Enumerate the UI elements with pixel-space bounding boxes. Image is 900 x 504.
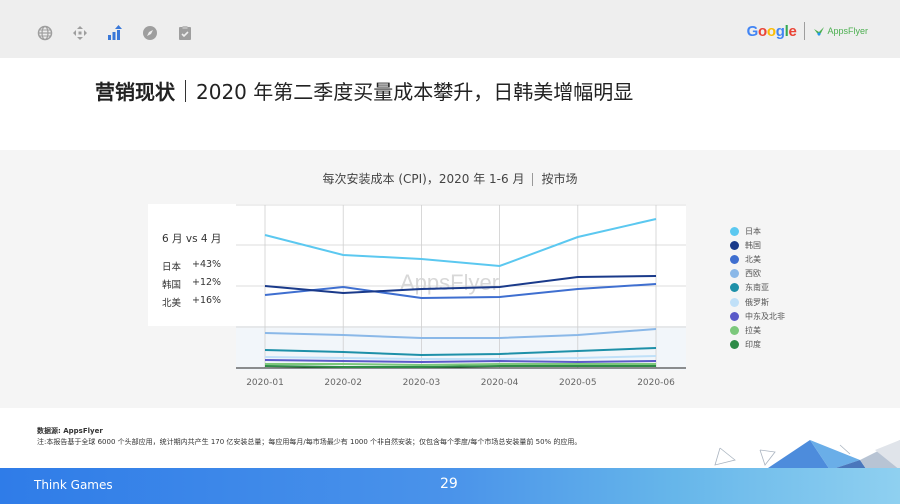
x-tick-label: 2020-02 bbox=[324, 378, 362, 388]
legend-item: 韩国 bbox=[730, 238, 785, 252]
legend-swatch bbox=[730, 226, 739, 236]
legend-swatch bbox=[730, 311, 739, 321]
footer-bar: Think Games 29 bbox=[0, 468, 900, 504]
bar-chart-up-icon[interactable] bbox=[106, 24, 124, 42]
legend-label: 俄罗斯 bbox=[745, 297, 769, 307]
legend-swatch bbox=[730, 325, 739, 335]
series-line bbox=[264, 328, 657, 339]
x-tick-label: 2020-03 bbox=[402, 378, 441, 388]
chart-title-main: 每次安装成本 (CPI)，2020 年 1-6 月 bbox=[322, 172, 525, 186]
legend-label: 北美 bbox=[745, 254, 761, 264]
legend-label: 印度 bbox=[745, 340, 761, 350]
series-line bbox=[264, 359, 657, 364]
callout-header: 6 月 vs 4 月 bbox=[162, 233, 222, 245]
methodology-note: 注:本报告基于全球 6000 个头部应用，统计期内共产生 170 亿安装总量；每… bbox=[37, 438, 582, 446]
legend-swatch bbox=[730, 269, 739, 279]
series-line bbox=[264, 283, 657, 300]
legend-label: 韩国 bbox=[745, 240, 761, 250]
legend-label: 拉美 bbox=[745, 325, 761, 335]
callout-change: +12% bbox=[192, 277, 222, 288]
legend-item: 中东及北非 bbox=[730, 309, 785, 323]
x-tick-label: 2020-04 bbox=[480, 378, 519, 388]
x-tick-label: 2020-01 bbox=[246, 378, 284, 388]
watermark: AppsFlyer bbox=[400, 270, 499, 295]
legend-item: 日本 bbox=[730, 224, 785, 238]
callout-row: 北美 +16% bbox=[162, 295, 221, 309]
legend-label: 日本 bbox=[745, 226, 761, 236]
chart-title: 每次安装成本 (CPI)，2020 年 1-6 月 按市场 bbox=[0, 170, 900, 187]
legend-item: 东南亚 bbox=[730, 281, 785, 295]
legend-item: 印度 bbox=[730, 338, 785, 352]
appsflyer-wordmark: AppsFlyer bbox=[827, 26, 868, 36]
data-source: 数据源: AppsFlyer bbox=[37, 427, 103, 435]
logo-divider bbox=[804, 22, 806, 40]
legend-swatch bbox=[730, 254, 739, 264]
clipboard-check-icon[interactable] bbox=[176, 24, 194, 42]
series-line bbox=[264, 347, 657, 357]
title-divider bbox=[185, 79, 186, 102]
callout-row: 韩国 +12% bbox=[162, 277, 221, 291]
legend-swatch bbox=[730, 297, 739, 307]
appsflyer-logo: AppsFlyer bbox=[813, 26, 868, 36]
legend-label: 中东及北非 bbox=[745, 311, 785, 321]
series-line bbox=[264, 355, 657, 360]
footnotes: 数据源: AppsFlyer 注:本报告基于全球 6000 个头部应用，统计期内… bbox=[37, 426, 581, 448]
move-arrows-icon[interactable] bbox=[71, 24, 89, 42]
page-number: 29 bbox=[440, 476, 458, 492]
page-title: 营销现状 2020 年第二季度买量成本攀升，日韩美增幅明显 bbox=[95, 76, 633, 105]
series-line bbox=[264, 365, 656, 368]
callout-market: 日本 bbox=[162, 262, 182, 273]
callout-change: +43% bbox=[192, 259, 222, 270]
legend-label: 东南亚 bbox=[745, 283, 769, 293]
top-bar: Google AppsFlyer bbox=[0, 0, 900, 58]
legend-swatch bbox=[730, 283, 739, 293]
partner-logos: Google AppsFlyer bbox=[747, 22, 868, 40]
callout-box: 6 月 vs 4 月 日本 +43% 韩国 +12% 北美 +16% bbox=[148, 204, 233, 326]
callout-market: 韩国 bbox=[162, 280, 182, 291]
legend-swatch bbox=[730, 240, 739, 250]
legend-item: 俄罗斯 bbox=[730, 295, 785, 309]
title-section: 营销现状 bbox=[95, 80, 175, 104]
plot-area-upper bbox=[148, 204, 686, 326]
series-line bbox=[264, 218, 657, 268]
series-line bbox=[265, 363, 656, 367]
compass-icon[interactable] bbox=[141, 24, 159, 42]
legend-label: 西欧 bbox=[745, 269, 761, 279]
legend-item: 西欧 bbox=[730, 267, 785, 281]
legend-item: 北美 bbox=[730, 252, 785, 266]
google-logo: Google bbox=[746, 22, 797, 40]
legend-item: 拉美 bbox=[730, 323, 785, 337]
callout-market: 北美 bbox=[162, 298, 182, 309]
title-main: 2020 年第二季度买量成本攀升，日韩美增幅明显 bbox=[196, 80, 634, 104]
x-tick-label: 2020-05 bbox=[558, 378, 597, 388]
chart-legend: 日本韩国北美西欧东南亚俄罗斯中东及北非拉美印度 bbox=[730, 224, 785, 352]
globe-icon[interactable] bbox=[36, 24, 54, 42]
series-line bbox=[264, 275, 657, 295]
callout-change: +16% bbox=[192, 295, 222, 306]
section-nav bbox=[36, 24, 194, 42]
chart-title-sub: 按市场 bbox=[541, 172, 578, 186]
appsflyer-bird-icon bbox=[814, 27, 825, 36]
callout-row: 日本 +43% bbox=[162, 259, 221, 273]
chart-title-divider bbox=[532, 173, 534, 186]
x-tick-label: 2020-06 bbox=[637, 378, 675, 388]
legend-swatch bbox=[730, 340, 739, 350]
footer-brand: Think Games bbox=[34, 478, 113, 492]
